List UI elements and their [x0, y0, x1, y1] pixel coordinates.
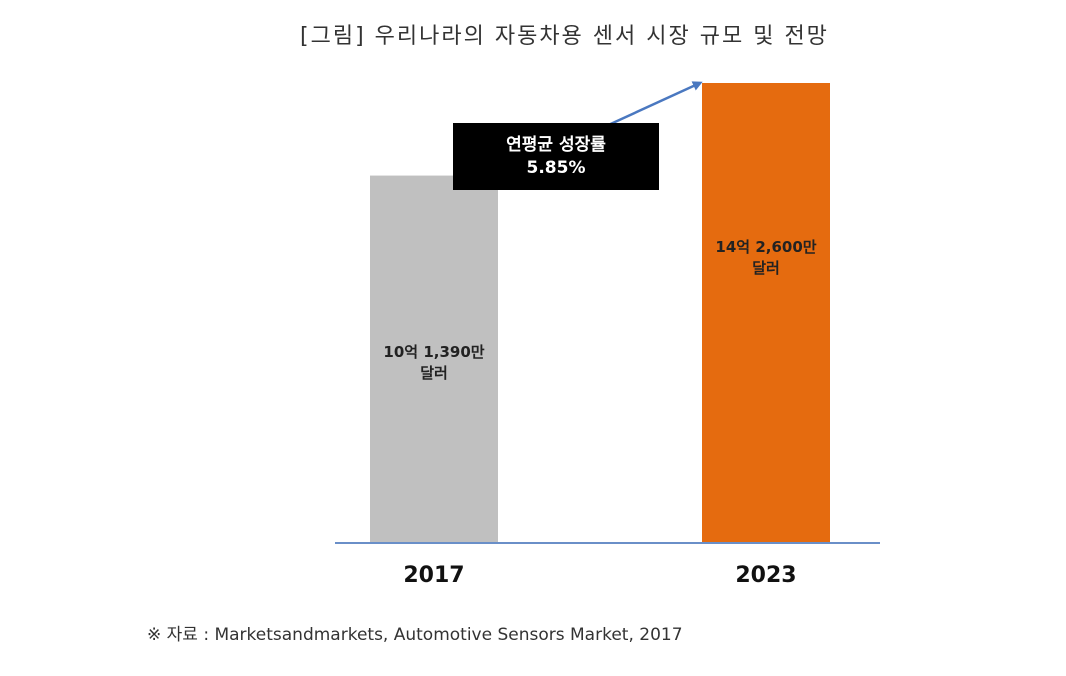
source-note: ※ 자료 : Marketsandmarkets, Automotive Sen…: [147, 625, 683, 645]
bar-2023: [702, 83, 830, 543]
chart-title: [그림] 우리나라의 자동차용 센서 시장 규모 및 전망: [300, 24, 829, 49]
x-tick-label-2017: 2017: [403, 563, 464, 588]
data-label-2017-line-1: 10억 1,390만: [383, 343, 484, 361]
data-label-2017-line-2: 달러: [420, 364, 448, 382]
bar-2017: [370, 175, 498, 544]
growth-rate-box: [453, 123, 659, 190]
growth-rate-label: 연평균 성장률: [506, 135, 606, 155]
data-label-2023-line-2: 달러: [752, 259, 780, 277]
x-tick-label-2023: 2023: [735, 563, 796, 588]
growth-rate-value: 5.85%: [527, 158, 586, 178]
data-label-2023-line-1: 14억 2,600만: [715, 238, 816, 256]
